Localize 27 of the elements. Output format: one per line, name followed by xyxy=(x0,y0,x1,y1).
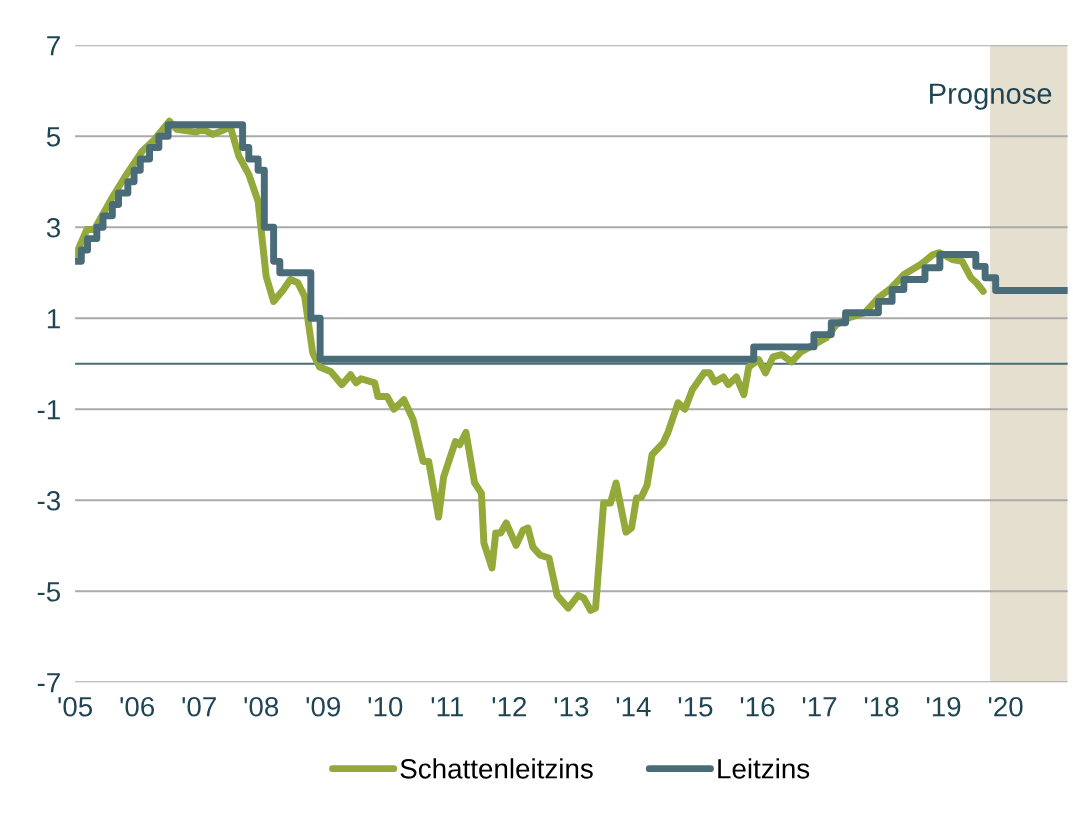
x-tick-label: '11 xyxy=(431,697,464,717)
x-tick-label: '08 xyxy=(244,696,279,717)
y-tick-label: 1 xyxy=(47,309,60,329)
y-tick-label: 5 xyxy=(46,127,61,147)
x-tick-label: '06 xyxy=(120,696,155,717)
x-tick-label: '17 xyxy=(802,697,837,717)
x-tick-label: '18 xyxy=(864,696,899,717)
x-tick-label: '14 xyxy=(616,697,651,717)
x-tick-label: '16 xyxy=(740,696,775,717)
x-tick-label: '12 xyxy=(492,696,527,717)
band-label: Prognose xyxy=(930,83,1052,110)
x-tick-label: '19 xyxy=(926,696,961,717)
x-tick-label: '09 xyxy=(306,696,341,717)
x-tick-label: '07 xyxy=(182,696,216,717)
y-tick-label: -7 xyxy=(37,673,60,693)
x-tick-label: '10 xyxy=(368,696,403,717)
y-tick-label: -5 xyxy=(37,582,61,602)
legend-label: Leitzins xyxy=(718,758,810,779)
y-tick-label: 7 xyxy=(47,36,60,56)
x-tick-label: '13 xyxy=(554,696,589,717)
y-tick-label: -1 xyxy=(37,400,60,420)
x-tick-label: '15 xyxy=(678,697,713,717)
x-tick-label: '20 xyxy=(988,696,1023,717)
legend-label: Schattenleitzins xyxy=(400,758,593,779)
y-tick-label: -3 xyxy=(37,490,60,511)
x-tick-label: '05 xyxy=(58,696,93,717)
y-tick-label: 3 xyxy=(46,217,60,238)
